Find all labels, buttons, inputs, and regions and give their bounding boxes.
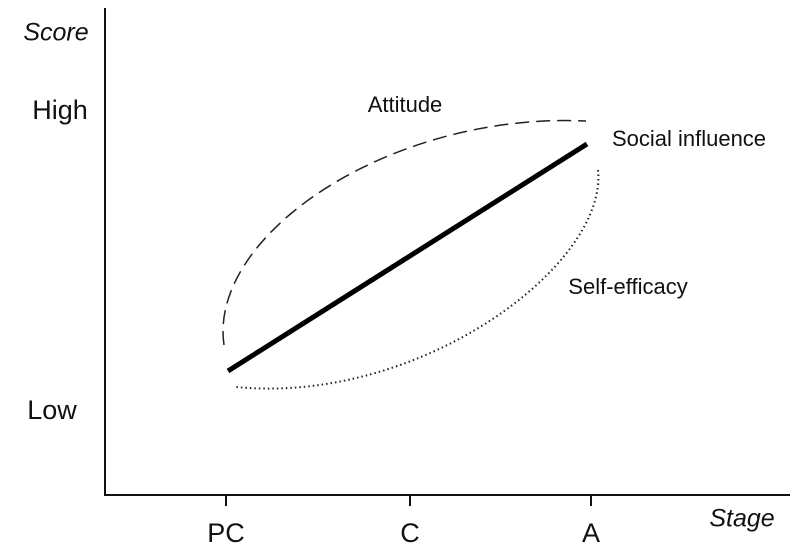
curve-label: Attitude bbox=[368, 92, 443, 117]
attitude-curve bbox=[222, 119, 587, 346]
curve-label: Social influence bbox=[612, 126, 766, 151]
x-stage: PC bbox=[207, 518, 245, 548]
y-level: High bbox=[32, 95, 88, 125]
social-influence-line bbox=[226, 141, 589, 374]
x-axis-label: Stage bbox=[709, 505, 774, 533]
curve-label: Self-efficacy bbox=[568, 274, 687, 299]
x-stage: A bbox=[582, 518, 600, 548]
y-level: Low bbox=[27, 395, 77, 425]
self-efficacy-curve bbox=[235, 169, 600, 390]
y-axis-label: Score bbox=[23, 19, 88, 47]
x-stage: C bbox=[400, 518, 420, 548]
